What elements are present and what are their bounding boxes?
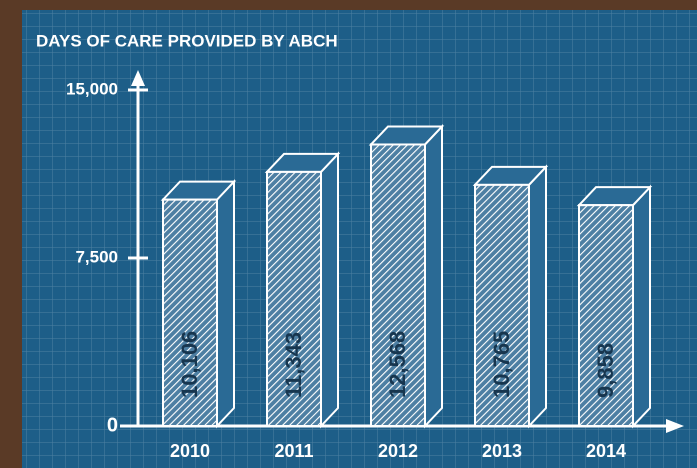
y-tick-label: 7,500 [75, 247, 118, 266]
value-label: 12,568 [385, 331, 410, 398]
bar-side [320, 151, 339, 429]
x-tick-label: 2014 [586, 441, 626, 461]
bar [266, 170, 322, 427]
bar-side [424, 123, 443, 429]
bar-side [216, 179, 235, 429]
bar-side [632, 184, 651, 429]
value-label: 10,106 [177, 331, 202, 398]
chart-title: DAYS OF CARE PROVIDED BY ABCH [36, 31, 338, 50]
bar-side [528, 164, 547, 429]
bar [370, 143, 426, 427]
y-tick-label: 0 [107, 414, 118, 436]
x-axis-arrow [666, 419, 684, 433]
y-axis-arrow [131, 70, 145, 86]
x-tick-label: 2013 [482, 441, 522, 461]
x-tick-label: 2010 [170, 441, 210, 461]
x-tick-label: 2012 [378, 441, 418, 461]
bar [578, 204, 634, 427]
bar [162, 198, 218, 427]
y-tick-label: 15,000 [66, 79, 118, 98]
value-label: 9,858 [593, 343, 618, 398]
value-label: 11,343 [281, 332, 306, 398]
value-label: 10,765 [489, 331, 514, 398]
bar [474, 183, 530, 427]
x-tick-label: 2011 [274, 441, 313, 461]
